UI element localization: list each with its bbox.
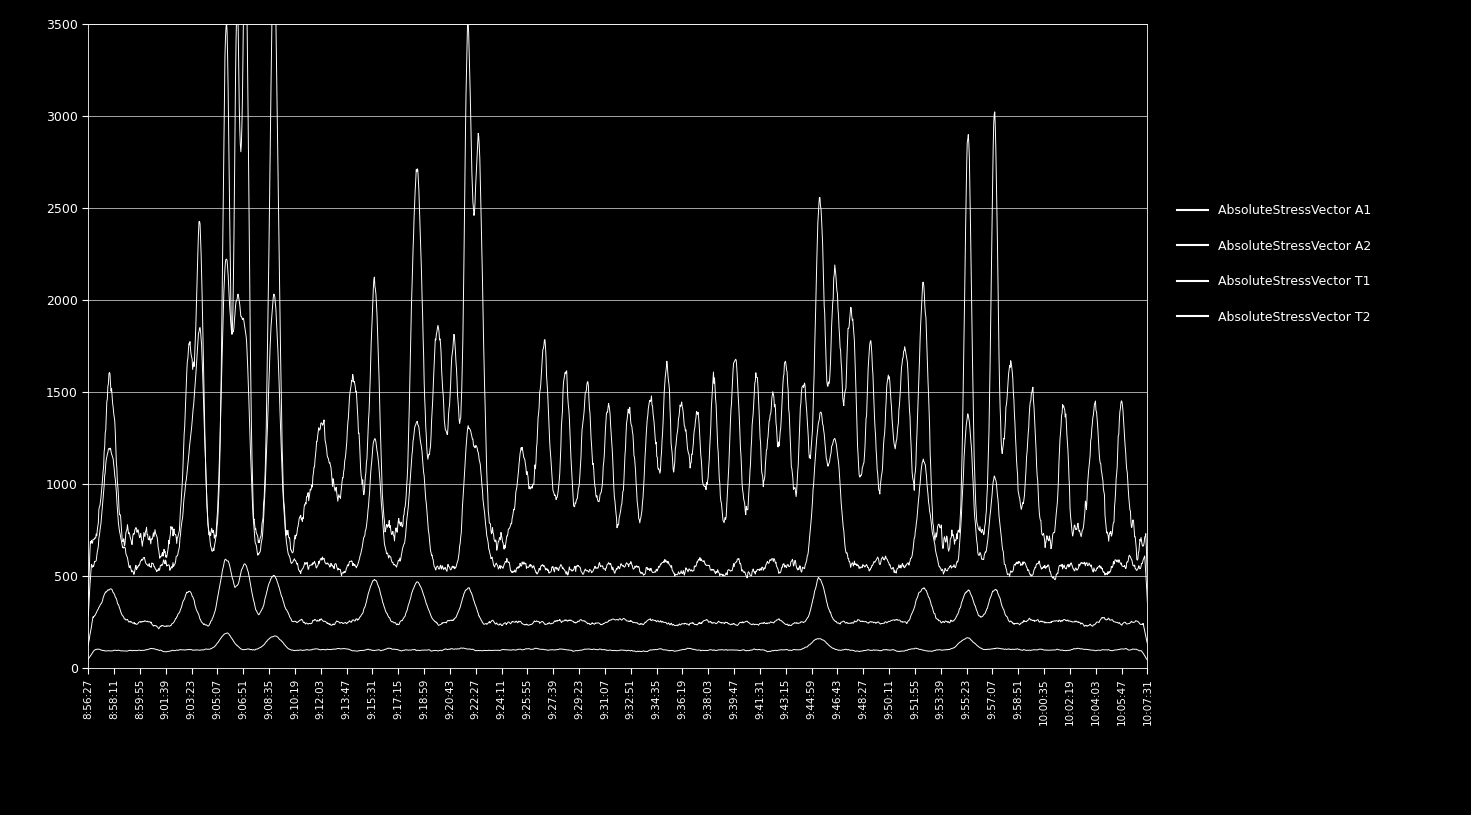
- Legend: AbsoluteStressVector A1, AbsoluteStressVector A2, AbsoluteStressVector T1, Absol: AbsoluteStressVector A1, AbsoluteStressV…: [1164, 192, 1384, 336]
